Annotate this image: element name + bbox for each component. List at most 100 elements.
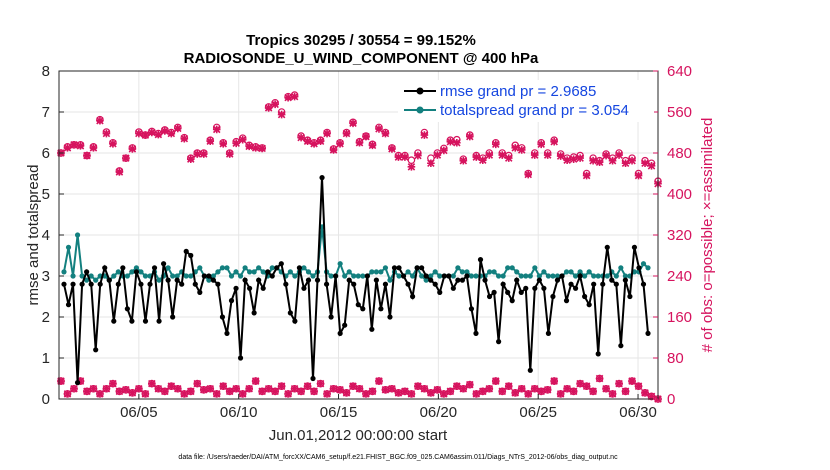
rmse-point <box>446 273 452 279</box>
rmse-point <box>147 281 153 287</box>
y-right-tick-label: 480 <box>667 145 692 162</box>
obs-assimilated-point <box>388 145 396 153</box>
spread-point <box>228 273 235 279</box>
obs-assimilated-point <box>355 384 364 393</box>
obs-assimilated-point <box>329 384 338 393</box>
obs-assimilated-point <box>485 384 494 393</box>
spread-point <box>604 273 610 279</box>
obs-assimilated-point <box>186 387 195 396</box>
rmse-point <box>333 273 339 279</box>
rmse-point <box>591 281 597 287</box>
spread-point <box>586 269 592 275</box>
obs-assimilated-point <box>375 377 383 385</box>
rmse-point <box>536 277 542 283</box>
obs-assimilated-point <box>433 151 442 159</box>
x-tick-label: 06/15 <box>320 404 358 421</box>
y-left-tick-label: 1 <box>42 350 50 367</box>
obs-assimilated-point <box>206 137 215 146</box>
obs-assimilated-point <box>634 171 643 180</box>
rmse-point <box>468 306 475 312</box>
obs-assimilated-point <box>563 156 571 164</box>
spread-point <box>595 273 601 279</box>
y-right-tick-label: 80 <box>667 350 684 367</box>
obs-assimilated-point <box>407 390 416 398</box>
y-axis-right-label: # of obs: o=possible; ×=assimilated <box>699 118 716 353</box>
obs-assimilated-point <box>342 389 351 397</box>
rmse-point <box>572 285 579 291</box>
obs-assimilated-point <box>167 382 176 390</box>
rmse-point <box>129 318 135 324</box>
obs-assimilated-point <box>102 129 111 138</box>
obs-assimilated-point <box>517 146 526 154</box>
obs-assimilated-point <box>582 171 591 180</box>
obs-assimilated-point <box>472 390 481 398</box>
spread-point <box>455 265 461 271</box>
spread-point <box>355 273 361 279</box>
y-right-ticks: 0 80 160 240 320 400 480 560 640 <box>653 63 692 408</box>
rmse-point <box>496 339 502 345</box>
spread-point <box>224 265 230 271</box>
rmse-point <box>391 265 398 271</box>
obs-assimilated-point <box>316 137 325 146</box>
rmse-point <box>138 281 144 287</box>
rmse-point <box>120 265 126 271</box>
spread-point <box>582 273 588 279</box>
spread-point <box>514 269 520 275</box>
obs-assimilated-point <box>245 384 253 393</box>
y-right-tick-label: 320 <box>667 227 692 244</box>
x-ticks: 06/05 06/10 06/15 06/20 06/25 06/30 <box>120 394 657 421</box>
obs-assimilated-point <box>212 390 221 398</box>
obs-assimilated-point <box>303 382 312 390</box>
obs-assimilated-point <box>199 150 208 158</box>
obs-assimilated-point <box>459 384 468 393</box>
spread-point <box>197 265 203 271</box>
rmse-point <box>563 298 570 304</box>
obs-assimilated-point <box>537 387 545 396</box>
rmse-point <box>237 355 244 361</box>
spread-point <box>486 269 493 275</box>
obs-assimilated-point <box>368 387 377 396</box>
spread-point <box>170 273 176 279</box>
spread-point <box>88 273 94 279</box>
rmse-point <box>351 281 357 287</box>
obs-assimilated-point <box>537 140 545 149</box>
obs-assimilated-point <box>336 139 344 148</box>
spread-point <box>183 273 189 279</box>
rmse-point <box>269 273 275 279</box>
obs-assimilated-point <box>232 139 241 148</box>
obs-assimilated-point <box>491 377 500 385</box>
rmse-point <box>133 269 140 275</box>
obs-assimilated-point <box>478 156 487 164</box>
rmse-series-line <box>63 177 649 383</box>
obs-assimilated-point <box>504 154 513 162</box>
rmse-point <box>523 285 529 291</box>
obs-assimilated-point <box>238 135 247 144</box>
rmse-point <box>554 277 561 283</box>
obs-assimilated-point <box>478 387 487 396</box>
spread-point <box>541 269 547 275</box>
rmse-point <box>160 261 167 267</box>
rmse-point <box>640 281 647 287</box>
rmse-point <box>622 277 628 283</box>
obs-assimilated-point <box>394 389 403 397</box>
spread-point <box>523 273 529 279</box>
y-left-tick-label: 7 <box>42 104 50 121</box>
x-tick-label: 06/05 <box>120 404 158 421</box>
rmse-point <box>287 310 293 316</box>
obs-assimilated-point <box>212 125 221 134</box>
obs-assimilated-point <box>582 382 591 390</box>
obs-assimilated-point <box>63 390 72 398</box>
y-right-tick-label: 160 <box>667 309 692 326</box>
rmse-point <box>609 277 615 283</box>
rmse-point <box>84 269 90 275</box>
obs-assimilated-point <box>57 377 65 385</box>
obs-assimilated-point <box>238 390 247 398</box>
rmse-point <box>151 265 158 271</box>
rmse-point <box>328 314 334 320</box>
rmse-point <box>188 252 194 259</box>
obs-assimilated-point <box>394 153 403 161</box>
obs-assimilated-point <box>251 144 260 152</box>
spread-point <box>527 273 533 279</box>
obs-assimilated-point <box>530 384 539 393</box>
obs-assimilated-point <box>550 137 558 146</box>
